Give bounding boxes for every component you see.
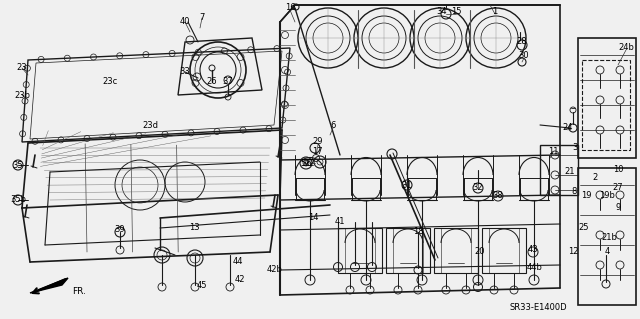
Text: 5: 5 (300, 159, 306, 167)
Text: 20: 20 (475, 248, 485, 256)
Text: 35b: 35b (10, 196, 26, 204)
Text: 23d: 23d (142, 121, 158, 130)
Text: 44b: 44b (527, 263, 543, 272)
Text: 36: 36 (301, 159, 312, 167)
Text: 19: 19 (580, 191, 591, 201)
Text: 35: 35 (13, 160, 23, 169)
Text: 40: 40 (180, 18, 190, 26)
Text: 31: 31 (402, 181, 412, 189)
Text: 7: 7 (199, 13, 205, 23)
Text: 22: 22 (305, 159, 316, 167)
Text: 23b: 23b (14, 91, 30, 100)
Text: 41: 41 (335, 218, 345, 226)
Text: 38: 38 (493, 190, 504, 199)
Text: 32: 32 (473, 183, 483, 192)
Text: 23c: 23c (102, 78, 118, 86)
Text: 19b: 19b (599, 191, 615, 201)
Text: 10: 10 (612, 166, 623, 174)
Text: 17: 17 (312, 147, 323, 157)
Text: 29: 29 (313, 137, 323, 146)
Text: 23: 23 (17, 63, 28, 72)
Text: 26: 26 (207, 78, 218, 86)
Text: 2: 2 (593, 174, 598, 182)
Text: 14: 14 (308, 213, 318, 222)
Text: 42: 42 (235, 276, 245, 285)
Text: 11: 11 (548, 147, 558, 157)
Text: 8: 8 (572, 188, 577, 197)
Text: 43: 43 (528, 246, 538, 255)
Text: 28: 28 (516, 38, 527, 47)
Text: 16: 16 (285, 4, 295, 12)
Polygon shape (30, 278, 68, 293)
Text: 12: 12 (568, 248, 579, 256)
Text: 37: 37 (223, 78, 234, 86)
Text: 1: 1 (492, 8, 498, 17)
Text: 45: 45 (196, 280, 207, 290)
Text: 33: 33 (180, 68, 190, 77)
Text: SR33-E1400D: SR33-E1400D (510, 303, 568, 313)
Text: 27: 27 (612, 183, 623, 192)
Text: 6: 6 (330, 122, 336, 130)
Text: 34: 34 (436, 8, 447, 17)
Text: 24b: 24b (618, 43, 634, 53)
Text: 39: 39 (115, 226, 125, 234)
Text: 9: 9 (616, 204, 621, 212)
Text: 18: 18 (413, 227, 423, 236)
Text: 44: 44 (233, 257, 243, 266)
Text: 3: 3 (572, 144, 578, 152)
Text: FR.: FR. (72, 287, 86, 296)
Text: 42b: 42b (267, 265, 283, 275)
Text: 24: 24 (563, 123, 573, 132)
Text: 4: 4 (604, 248, 610, 256)
Text: 13: 13 (189, 224, 199, 233)
Text: 21b: 21b (601, 234, 617, 242)
Text: 15: 15 (451, 8, 461, 17)
Text: 30: 30 (518, 50, 529, 60)
Text: 25: 25 (579, 224, 589, 233)
Text: 21: 21 (564, 167, 575, 176)
